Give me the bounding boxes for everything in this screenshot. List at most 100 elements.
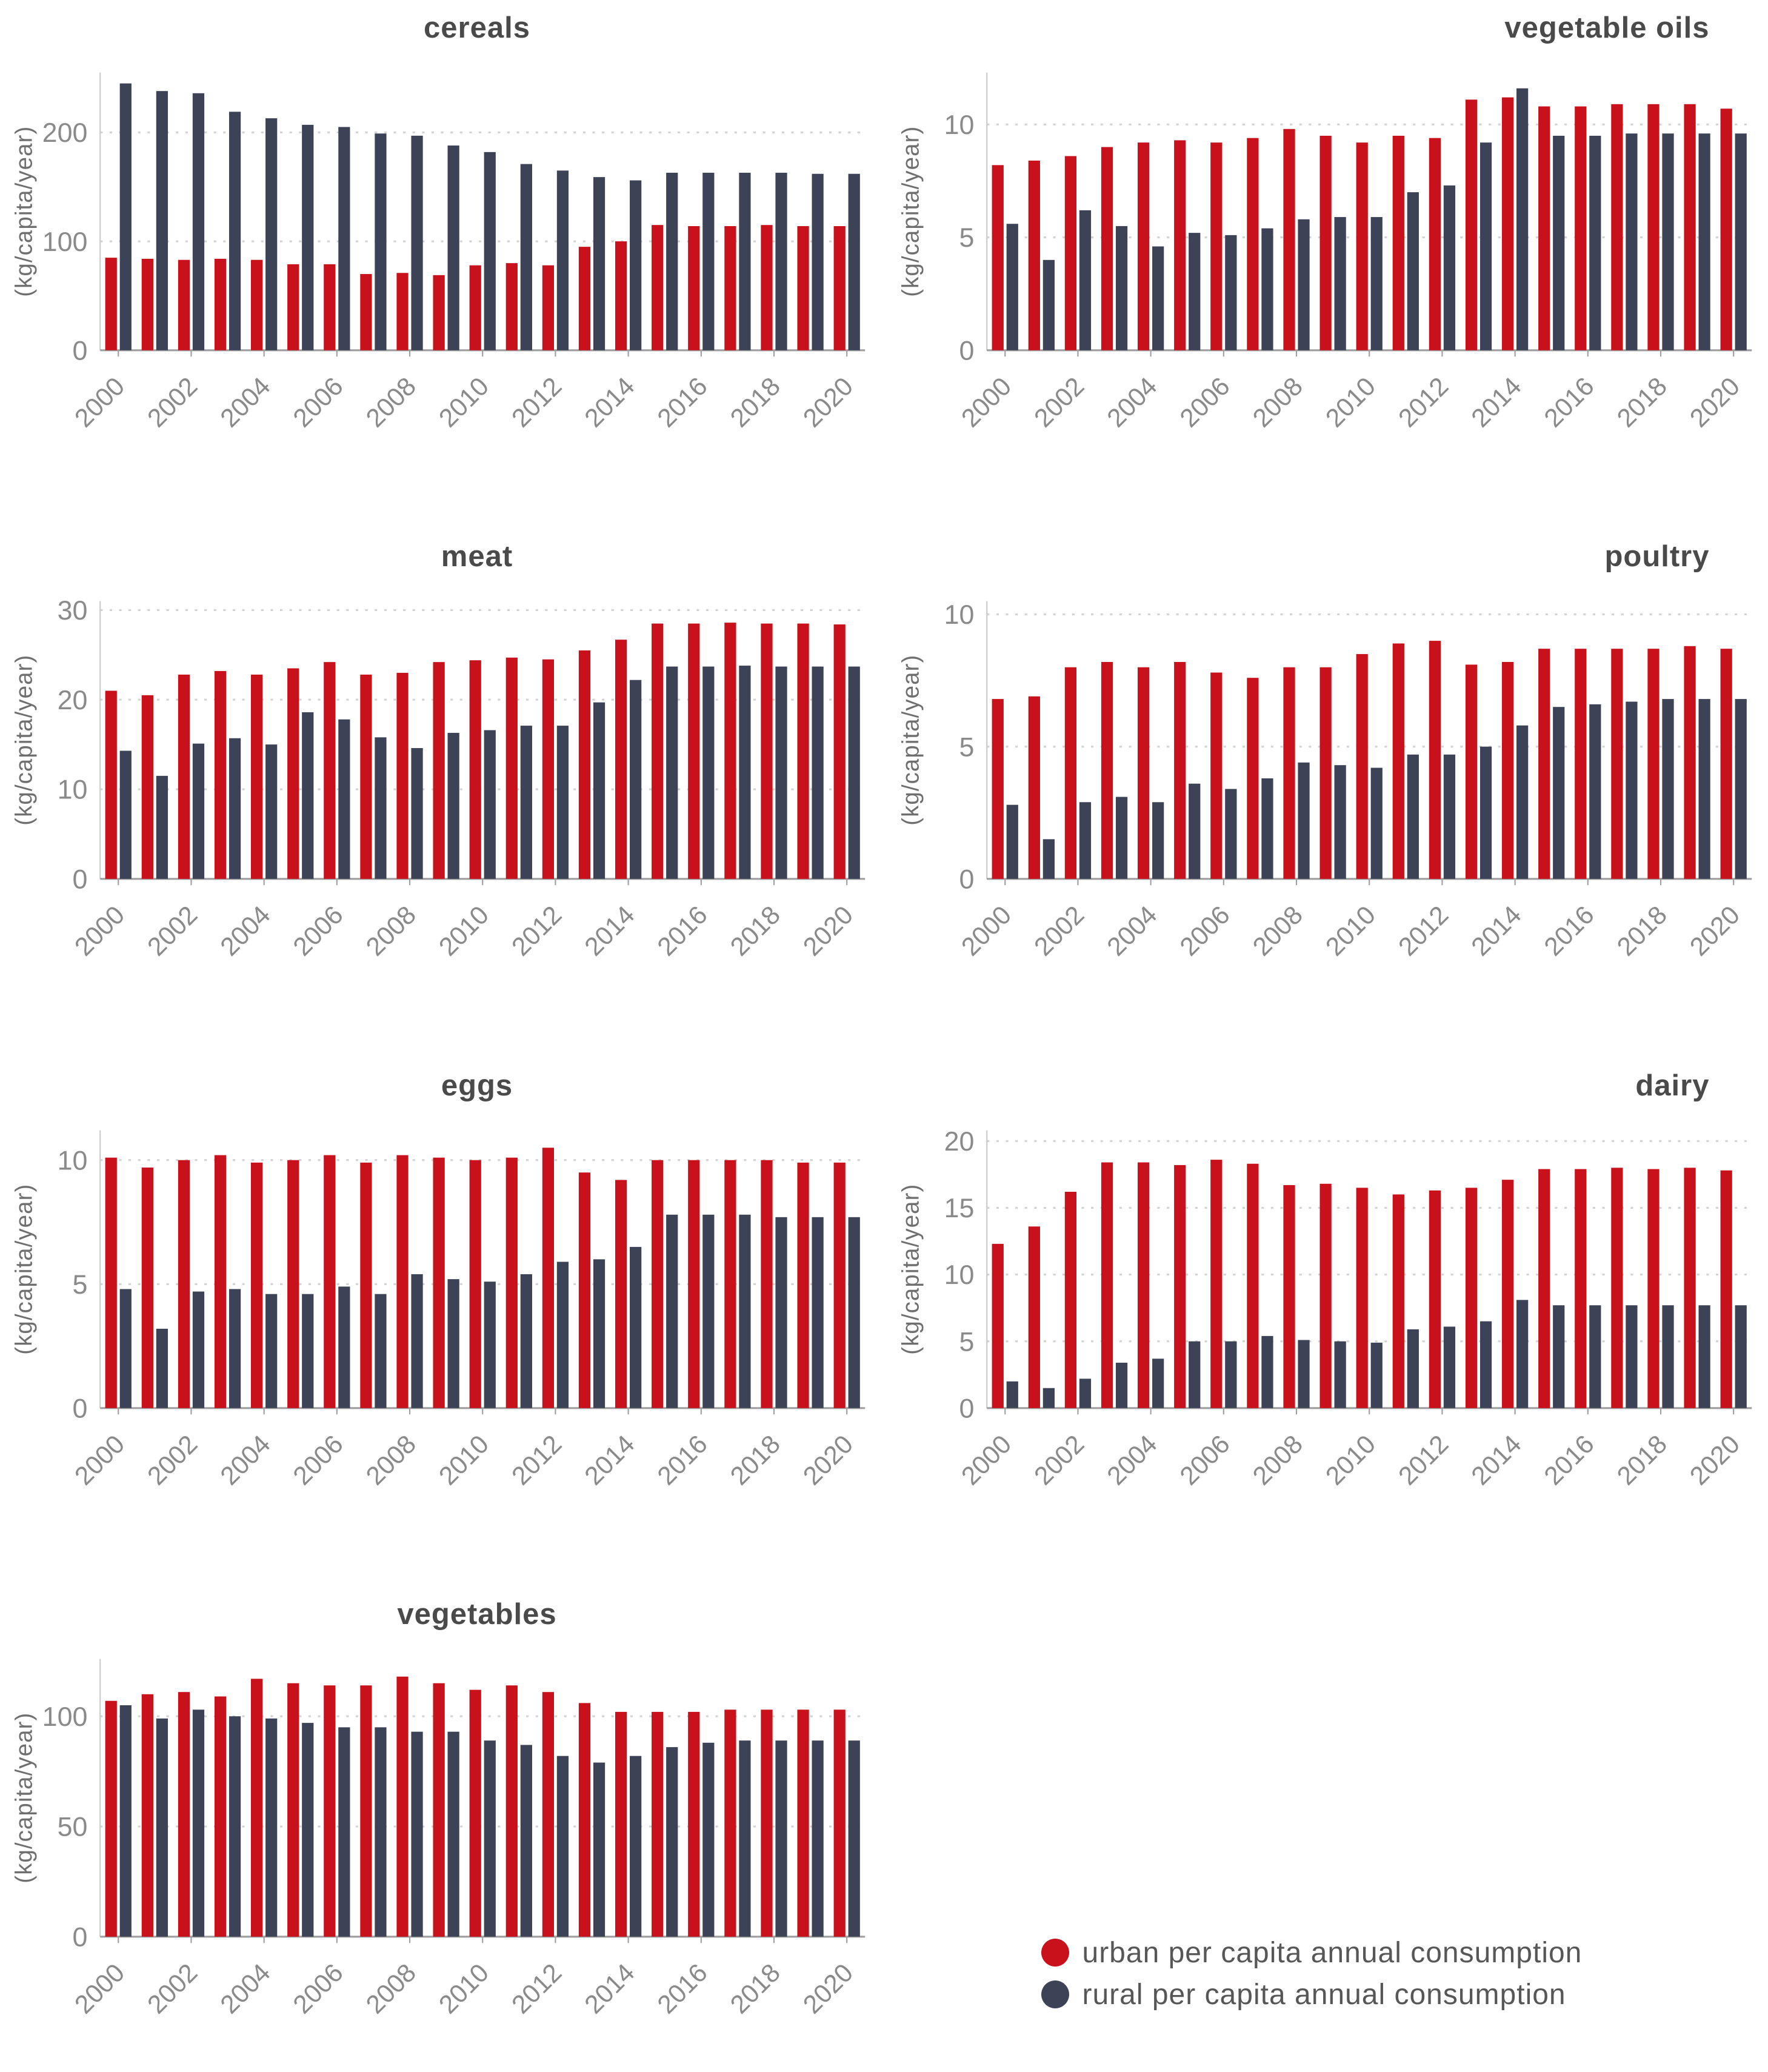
dairy-bar-urban-2016 bbox=[1574, 1169, 1586, 1408]
vegetables-bar-rural-2020 bbox=[848, 1740, 860, 1937]
vegetable-oils-bar-rural-2005 bbox=[1188, 233, 1200, 350]
chart-title-cereals: cereals bbox=[424, 12, 530, 44]
cereals-bar-rural-2012 bbox=[556, 170, 569, 350]
xtick-label: 2012 bbox=[506, 372, 567, 433]
cereals-bar-rural-2019 bbox=[812, 173, 824, 350]
chart-plot-cereals: 0 100 200 (kg/capita/year) 2000 2002 2004 2006 2… bbox=[5, 47, 876, 467]
meat-bar-urban-2010 bbox=[469, 660, 481, 880]
vegetables-bar-rural-2004 bbox=[265, 1719, 277, 1937]
dairy-bar-urban-2010 bbox=[1356, 1188, 1368, 1408]
ylab-label: (kg/capita/year) bbox=[898, 1184, 924, 1355]
xtick-label: 2006 bbox=[287, 1959, 349, 2020]
poultry-bar-rural-2020 bbox=[1735, 699, 1747, 880]
poultry-bar-rural-2019 bbox=[1698, 699, 1710, 880]
chart-meat: meat 0 10 20 30 (kg/capita/year) 2000 2002 2004… bbox=[5, 540, 876, 995]
ytick-label: 0 bbox=[72, 1922, 87, 1953]
vegetables-bar-urban-2020 bbox=[833, 1709, 846, 1937]
meat-bar-urban-2011 bbox=[505, 658, 518, 880]
poultry-bar-rural-2003 bbox=[1115, 797, 1127, 880]
meat-bar-rural-2007 bbox=[374, 737, 387, 880]
dairy-bar-urban-2007 bbox=[1246, 1163, 1259, 1408]
poultry-bar-urban-2018 bbox=[1647, 649, 1660, 880]
eggs-bar-rural-2014 bbox=[629, 1246, 641, 1408]
dairy-bar-rural-2018 bbox=[1661, 1305, 1674, 1408]
poultry-bar-rural-2016 bbox=[1589, 704, 1601, 880]
cereals-bar-urban-2018 bbox=[760, 225, 773, 350]
dairy-bar-rural-2014 bbox=[1516, 1300, 1528, 1408]
vegetable-oils-bar-urban-2004 bbox=[1137, 142, 1149, 350]
xtick-label: 2010 bbox=[433, 1429, 494, 1491]
meat-bar-urban-2017 bbox=[724, 623, 736, 880]
dairy-bar-rural-2015 bbox=[1552, 1305, 1564, 1408]
vegetable-oils-bar-rural-2015 bbox=[1552, 135, 1564, 350]
rural-dot-icon bbox=[1041, 1980, 1069, 2009]
xtick-label: 2004 bbox=[1101, 1429, 1163, 1491]
xtick-label: 2018 bbox=[1611, 901, 1672, 962]
xtick-label: 2010 bbox=[1319, 372, 1381, 433]
ylab-label: (kg/capita/year) bbox=[898, 655, 924, 826]
cereals-bar-rural-2006 bbox=[338, 127, 350, 350]
legend-item-rural: rural per capita annual consumption bbox=[1041, 1978, 1763, 2011]
dairy-bar-rural-2000 bbox=[1006, 1381, 1018, 1408]
xtick-label: 2002 bbox=[142, 372, 203, 433]
vegetable-oils-bar-urban-2003 bbox=[1101, 147, 1113, 350]
xtick-label: 2002 bbox=[1029, 372, 1090, 433]
meat-bar-urban-2007 bbox=[359, 675, 372, 880]
vegetable-oils-bar-urban-2006 bbox=[1210, 142, 1222, 350]
dairy-bar-urban-2001 bbox=[1028, 1226, 1040, 1408]
eggs-bar-urban-2018 bbox=[760, 1160, 773, 1408]
eggs-bar-rural-2019 bbox=[812, 1217, 824, 1408]
chart-plot-dairy: 0 5 10 15 20 (kg/capita/year) 2000 2002 2004 2006… bbox=[892, 1105, 1763, 1525]
poultry-bar-urban-2004 bbox=[1137, 667, 1149, 880]
xtick-label: 2012 bbox=[1393, 1429, 1454, 1491]
poultry-bar-rural-2011 bbox=[1407, 755, 1419, 880]
dairy-bar-urban-2004 bbox=[1137, 1162, 1149, 1408]
xtick-label: 2020 bbox=[797, 372, 858, 433]
meat-bar-urban-2006 bbox=[323, 662, 335, 880]
xtick-label: 2004 bbox=[1101, 901, 1163, 962]
vegetable-oils-bar-rural-2010 bbox=[1370, 217, 1383, 350]
cereals-bar-urban-2019 bbox=[796, 226, 809, 350]
chart-plot-eggs: 0 5 10 (kg/capita/year) 2000 2002 2004 2006 2008… bbox=[5, 1105, 876, 1525]
meat-bar-rural-2008 bbox=[410, 748, 423, 880]
vegetable-oils-bar-rural-2003 bbox=[1115, 226, 1127, 350]
vegetable-oils-bar-rural-2020 bbox=[1735, 133, 1747, 350]
eggs-bar-rural-2008 bbox=[410, 1274, 423, 1408]
dairy-bar-rural-2007 bbox=[1261, 1335, 1273, 1408]
meat-bar-rural-2014 bbox=[629, 680, 641, 880]
vegetable-oils-bar-rural-2002 bbox=[1079, 210, 1091, 350]
ylab-label: (kg/capita/year) bbox=[898, 126, 924, 297]
cereals-bar-rural-2008 bbox=[410, 135, 423, 350]
ytick-label: 5 bbox=[959, 1326, 974, 1357]
vegetables-bar-rural-2016 bbox=[702, 1743, 714, 1937]
poultry-bar-rural-2014 bbox=[1516, 726, 1528, 880]
vegetables-bar-rural-2017 bbox=[738, 1740, 751, 1937]
cereals-bar-urban-2007 bbox=[359, 274, 372, 350]
cereals-bar-rural-2011 bbox=[520, 164, 532, 350]
cereals-bar-rural-2018 bbox=[775, 172, 787, 350]
xtick-label: 2004 bbox=[215, 1429, 276, 1491]
poultry-bar-urban-2015 bbox=[1538, 649, 1550, 880]
cereals-bar-rural-2003 bbox=[229, 112, 241, 350]
ytick-label: 0 bbox=[959, 864, 974, 895]
meat-bar-urban-2008 bbox=[396, 673, 409, 880]
poultry-chart-canvas: 0 5 10 (kg/capita/year) 2000 2002 2004 2006 2008… bbox=[898, 600, 1752, 962]
meat-bar-rural-2006 bbox=[338, 720, 350, 880]
vegetable-oils-bar-urban-2009 bbox=[1319, 135, 1332, 350]
eggs-bar-urban-2008 bbox=[396, 1155, 409, 1408]
cereals-bar-rural-2017 bbox=[738, 172, 751, 350]
eggs-bar-rural-2016 bbox=[702, 1214, 714, 1408]
cereals-bar-urban-2014 bbox=[615, 241, 627, 350]
eggs-bar-urban-2009 bbox=[432, 1157, 445, 1408]
xtick-label: 2016 bbox=[1538, 1429, 1600, 1491]
eggs-bar-rural-2006 bbox=[338, 1286, 350, 1408]
eggs-bar-rural-2018 bbox=[775, 1217, 787, 1408]
cereals-bar-urban-2015 bbox=[651, 225, 663, 350]
xtick-label: 2006 bbox=[287, 372, 349, 433]
eggs-bar-rural-2012 bbox=[556, 1262, 569, 1408]
meat-bar-urban-2002 bbox=[178, 675, 190, 880]
poultry-bar-rural-2001 bbox=[1042, 839, 1055, 880]
eggs-bar-urban-2007 bbox=[359, 1162, 372, 1408]
dairy-bar-urban-2005 bbox=[1173, 1165, 1186, 1408]
meat-bar-urban-2012 bbox=[542, 660, 554, 880]
